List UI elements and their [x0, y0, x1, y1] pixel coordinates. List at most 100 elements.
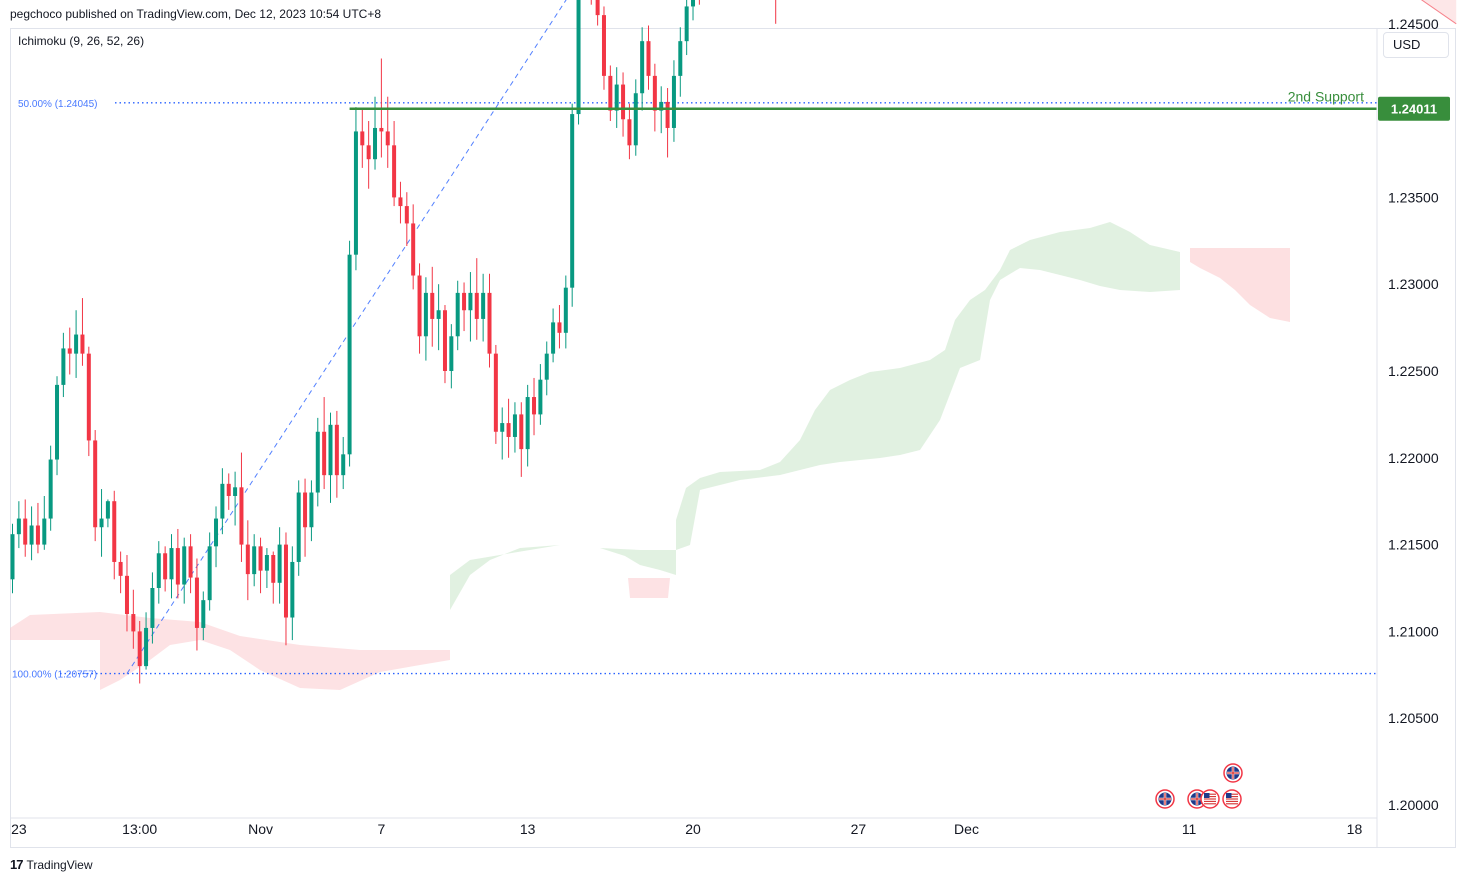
candle-body: [264, 555, 269, 571]
candle-body: [347, 254, 352, 455]
candle: [652, 63, 657, 132]
price-tick-label: 1.23000: [1388, 276, 1439, 292]
chart-frame: [10, 28, 1456, 848]
flag-canton: [1226, 793, 1232, 798]
candle-body: [188, 546, 193, 578]
candle: [684, 0, 689, 56]
candle: [614, 67, 619, 128]
candle-body: [512, 414, 517, 437]
candle: [220, 468, 225, 535]
candle: [245, 520, 250, 601]
candle-body: [379, 127, 384, 132]
candle-body: [563, 287, 568, 333]
candle-body: [392, 145, 397, 198]
ichimoku-cloud-bearish-future: [1190, 248, 1290, 322]
candle: [436, 284, 441, 351]
candle-body: [614, 84, 619, 111]
candle-body: [366, 145, 371, 160]
candle: [67, 327, 72, 375]
candle-body: [691, 0, 696, 7]
candle-body: [271, 555, 276, 583]
publisher-header: pegchoco published on TradingView.com, D…: [10, 7, 382, 21]
channel-lower-line: [1420, 0, 1457, 25]
candle: [29, 506, 34, 561]
candle: [226, 473, 231, 510]
candle: [551, 308, 556, 363]
candle-body: [538, 379, 543, 415]
candle: [665, 88, 670, 158]
candle: [430, 266, 435, 347]
candle: [214, 506, 219, 568]
price-tag-label: 1.24011: [1391, 102, 1437, 117]
uk-flag-icon: [1155, 789, 1175, 809]
candle-body: [442, 310, 447, 371]
candle: [290, 546, 295, 641]
price-tick-label: 1.23500: [1388, 189, 1439, 205]
candle-body: [595, 0, 600, 16]
candle: [182, 537, 187, 604]
candle: [481, 273, 486, 342]
candle: [353, 107, 358, 271]
candle: [392, 121, 397, 207]
price-levels: 2nd Resistance1st Resistance1st Support2…: [349, 89, 1377, 110]
candle: [283, 532, 288, 646]
candle: [341, 436, 346, 490]
candle-body: [112, 501, 117, 562]
price-tick-label: 1.20500: [1388, 710, 1439, 726]
time-tick-label: 27: [851, 821, 867, 837]
candle-body: [163, 553, 168, 580]
candle: [156, 541, 161, 604]
candle-body: [290, 561, 295, 618]
candle-body: [99, 518, 104, 528]
candle-body: [640, 41, 645, 94]
tradingview-footer[interactable]: 17 TradingView: [10, 857, 93, 872]
candle-body: [334, 424, 339, 476]
candle-body: [233, 487, 238, 496]
candle-body: [557, 322, 562, 333]
candle: [423, 277, 428, 361]
candle-body: [487, 292, 492, 354]
candle-body: [48, 459, 53, 519]
candle: [16, 501, 21, 549]
candle-body: [156, 553, 161, 588]
candle: [487, 273, 492, 368]
candle-body: [455, 292, 460, 337]
candle: [277, 527, 282, 604]
candle: [366, 121, 371, 189]
candle: [42, 495, 47, 550]
fib-retracement-large: 0.00% (1.27333)50.00% (1.24045)100.00% (…: [12, 0, 1377, 681]
tradingview-logo-icon: 17: [10, 857, 24, 872]
candle-body: [468, 292, 473, 311]
candle-body: [621, 84, 626, 120]
candle-body: [449, 336, 454, 371]
candle: [252, 534, 257, 587]
candle-body: [214, 518, 219, 547]
candle-body: [296, 492, 301, 562]
candle-body: [493, 353, 498, 432]
candle-body: [659, 101, 664, 111]
economic-events: [1155, 763, 1243, 809]
ichimoku-cloud-bearish-mid: [628, 578, 670, 598]
candle: [118, 551, 123, 594]
flag-canton: [1204, 793, 1210, 798]
time-tick-label: 13:00: [122, 821, 157, 837]
candle-body: [519, 414, 524, 450]
candle-body: [16, 518, 21, 535]
candle: [328, 412, 333, 503]
currency-selector[interactable]: USD: [1383, 32, 1449, 58]
candle-body: [118, 561, 123, 576]
candle-body: [385, 131, 390, 146]
price-tick-label: 1.22000: [1388, 450, 1439, 466]
candle-body: [175, 548, 180, 585]
candle: [474, 258, 479, 340]
descending-channel: [1420, 0, 1457, 25]
candle: [296, 480, 301, 576]
tradingview-brand: TradingView: [26, 857, 93, 872]
candle: [532, 377, 537, 436]
indicator-label[interactable]: Ichimoku (9, 26, 52, 26): [18, 34, 145, 48]
candle: [538, 364, 543, 425]
price-tag: [1378, 96, 1450, 121]
candle-body: [258, 546, 263, 571]
candle-body: [684, 6, 689, 42]
